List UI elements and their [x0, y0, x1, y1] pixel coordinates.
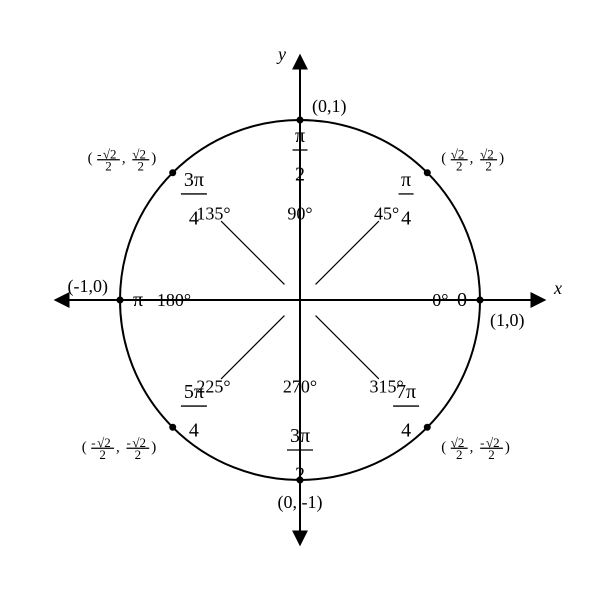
svg-text:4: 4 [189, 208, 199, 230]
svg-text:4: 4 [401, 208, 411, 230]
svg-text:2: 2 [295, 164, 305, 186]
coord-label-270: (0, -1) [278, 492, 323, 513]
coord-label-90: (0,1) [312, 96, 347, 117]
svg-text:(: ( [441, 439, 446, 455]
point-135 [169, 169, 176, 176]
radian-label-315: 7π 4 [393, 381, 419, 442]
svg-text:π: π [295, 125, 305, 147]
point-225 [169, 424, 176, 431]
degree-label-180: 180° [157, 290, 191, 310]
degree-label-90: 90° [287, 204, 312, 224]
svg-text:7π: 7π [396, 381, 416, 403]
degree-label-0: 0° [432, 290, 448, 310]
point-0 [477, 297, 484, 304]
svg-text:): ) [151, 151, 156, 167]
spoke-225 [221, 316, 284, 379]
svg-text:,: , [470, 151, 474, 167]
radian-label-225: 5π 4 [181, 381, 207, 442]
point-90 [297, 117, 304, 124]
svg-text:2: 2 [456, 158, 463, 173]
point-45 [424, 169, 431, 176]
radian-label-0: 0 [457, 289, 467, 311]
svg-text:(: ( [82, 439, 87, 455]
coord-label-180: (-1,0) [68, 276, 108, 297]
svg-text:,: , [116, 439, 120, 455]
svg-text:(: ( [88, 151, 93, 167]
svg-text:5π: 5π [184, 381, 204, 403]
degree-label-45: 45° [374, 203, 399, 223]
svg-text:): ) [505, 439, 510, 455]
svg-text:2: 2 [135, 447, 142, 462]
svg-text:,: , [470, 439, 474, 455]
coord-label-225: (-√22,-√22) [82, 435, 157, 462]
spoke-45 [316, 221, 379, 284]
svg-text:,: , [122, 151, 126, 167]
point-180 [117, 297, 124, 304]
svg-text:3π: 3π [290, 425, 310, 447]
point-315 [424, 424, 431, 431]
coord-label-45: (√22,√22) [441, 147, 504, 174]
svg-text:3π: 3π [184, 169, 204, 191]
coord-label-0: (1,0) [490, 310, 525, 331]
svg-text:π: π [401, 169, 411, 191]
svg-text:): ) [151, 439, 156, 455]
radian-label-45: π4 [399, 169, 414, 230]
coord-label-135: (-√22,√22) [88, 147, 157, 174]
svg-text:2: 2 [295, 464, 305, 486]
unit-circle-diagram: xy0°0(1,0)45°π4(√22,√22)90°π2(0,1)135°3π… [0, 0, 600, 600]
svg-text:y: y [276, 44, 286, 64]
svg-text:2: 2 [485, 158, 492, 173]
svg-text:4: 4 [189, 420, 199, 442]
svg-text:2: 2 [488, 447, 495, 462]
svg-text:): ) [499, 151, 504, 167]
svg-text:2: 2 [138, 158, 145, 173]
degree-label-270: 270° [283, 376, 317, 396]
svg-text:2: 2 [105, 158, 112, 173]
svg-text:2: 2 [99, 447, 106, 462]
svg-text:(: ( [441, 151, 446, 167]
spoke-135 [221, 221, 284, 284]
coord-label-315: (√22,-√22) [441, 435, 510, 462]
svg-text:2: 2 [456, 447, 463, 462]
svg-text:x: x [553, 278, 562, 298]
degree-label-135: 135° [196, 203, 230, 223]
svg-text:4: 4 [401, 420, 411, 442]
radian-label-180: π [133, 289, 143, 311]
spoke-315 [316, 316, 379, 379]
